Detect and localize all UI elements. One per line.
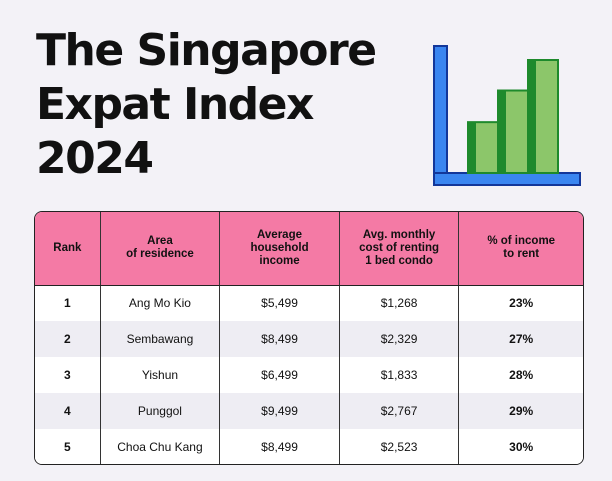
page-title: The Singapore Expat Index 2024 — [36, 24, 377, 186]
cell-rent: $1,833 — [339, 357, 460, 393]
cell-rent: $2,329 — [339, 321, 460, 357]
column-header-rank: Rank — [35, 212, 101, 286]
icon-bar-shade — [498, 90, 506, 173]
table-row: 5 Choa Chu Kang $8,499 $2,523 30% — [35, 429, 583, 464]
cell-area: Choa Chu Kang — [100, 429, 221, 464]
column-header-rent: Avg. monthly cost of renting 1 bed condo — [339, 212, 460, 286]
cell-rent: $1,268 — [339, 285, 460, 321]
cell-area: Punggol — [100, 393, 221, 429]
cell-pct: 29% — [509, 404, 534, 418]
icon-y-axis — [433, 45, 448, 186]
cell-income: $6,499 — [219, 357, 340, 393]
expat-index-table: Rank Area of residence Average household i… — [34, 211, 584, 465]
cell-rent: $2,523 — [339, 429, 460, 464]
cell-area: Sembawang — [100, 321, 221, 357]
cell-rank: 4 — [35, 393, 101, 429]
cell-rank: 1 — [35, 285, 101, 321]
icon-x-axis — [433, 172, 581, 186]
cell-income: $8,499 — [219, 429, 340, 464]
column-header-area: Area of residence — [100, 212, 221, 286]
bar-chart-icon — [433, 45, 581, 186]
cell-pct: 28% — [509, 368, 534, 382]
cell-income: $9,499 — [219, 393, 340, 429]
cell-income: $8,499 — [219, 321, 340, 357]
column-header-income: Average household income — [219, 212, 340, 286]
cell-rent: $2,767 — [339, 393, 460, 429]
table-header-row: Rank Area of residence Average household i… — [35, 212, 583, 286]
icon-bar-shade — [468, 122, 476, 173]
cell-rank: 3 — [35, 357, 101, 393]
cell-pct: 30% — [509, 440, 534, 454]
column-header-pct: % of income to rent — [458, 212, 583, 286]
cell-pct: 23% — [509, 296, 534, 311]
table-row: 3 Yishun $6,499 $1,833 28% — [35, 357, 583, 393]
table-row: 1 Ang Mo Kio $5,499 $1,268 23% — [35, 285, 583, 321]
cell-rank: 5 — [35, 429, 101, 464]
cell-rank: 2 — [35, 321, 101, 357]
cell-area: Yishun — [100, 357, 221, 393]
cell-pct: 27% — [509, 332, 534, 346]
title-line-3: 2024 — [36, 133, 154, 184]
icon-bar-shade — [528, 60, 536, 173]
cell-income: $5,499 — [219, 285, 340, 321]
title-line-2: Expat Index — [36, 79, 314, 130]
table-row: 2 Sembawang $8,499 $2,329 27% — [35, 321, 583, 357]
table-row: 4 Punggol $9,499 $2,767 29% — [35, 393, 583, 429]
title-line-1: The Singapore — [36, 25, 377, 76]
cell-area: Ang Mo Kio — [100, 285, 221, 321]
